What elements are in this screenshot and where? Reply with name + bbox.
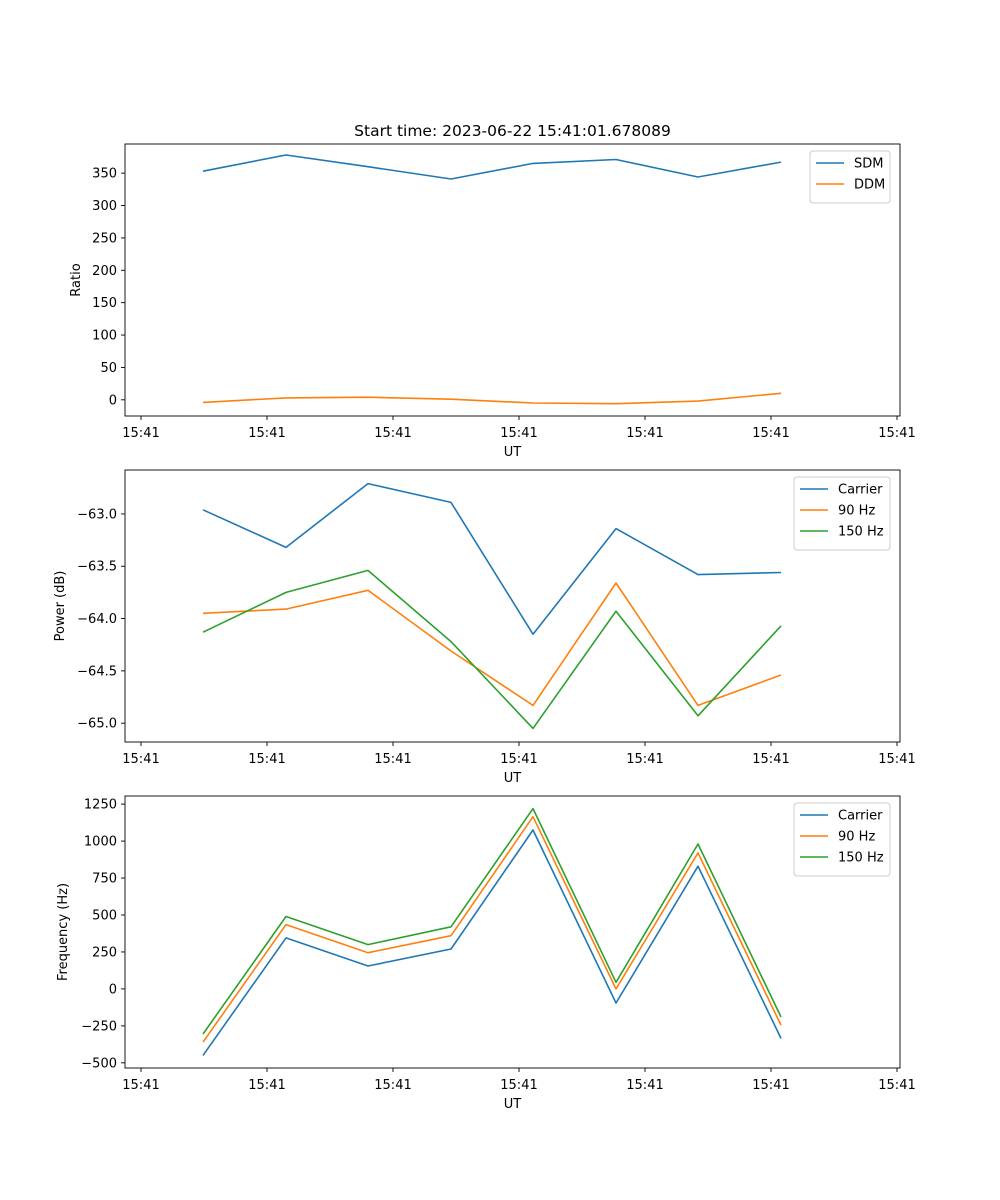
- y-tick-label: 1250: [84, 798, 117, 813]
- x-tick-label: 15:41: [626, 1078, 663, 1093]
- y-axis-label: Power (dB): [53, 571, 68, 642]
- x-tick-label: 15:41: [248, 1078, 285, 1093]
- y-tick-label: −64.5: [77, 664, 117, 679]
- y-tick-label: 250: [92, 945, 117, 960]
- y-tick-label: 0: [109, 982, 117, 997]
- legend-label: 150 Hz: [838, 851, 884, 866]
- legend-label: Carrier: [838, 809, 883, 824]
- y-tick-label: −64.0: [77, 612, 117, 627]
- axes-frame: [124, 143, 901, 417]
- ratio-panel: Start time: 2023-06-22 15:41:01.678089 U…: [69, 122, 916, 460]
- x-tick-label: 15:41: [122, 426, 159, 441]
- x-tick-label: 15:41: [878, 426, 915, 441]
- series-line-3: [202, 569, 782, 730]
- frequency-panel: UT Frequency (Hz) 15:41 15:41 15:41 15:41 15…: [56, 795, 916, 1112]
- x-tick-label: 15:41: [374, 426, 411, 441]
- y-tick-label: 200: [92, 264, 117, 279]
- chart-title: Start time: 2023-06-22 15:41:01.678089: [354, 122, 671, 140]
- legend: Carrier 90 Hz 150 Hz: [793, 476, 891, 551]
- y-tick-label: 350: [92, 167, 117, 182]
- x-tick-label: 15:41: [500, 426, 537, 441]
- y-tick-label: −500: [81, 1056, 117, 1071]
- x-tick-label: 15:41: [248, 426, 285, 441]
- y-tick-label: 300: [92, 199, 117, 214]
- x-tick-label: 15:41: [500, 752, 537, 767]
- x-axis-label: UT: [504, 445, 522, 460]
- y-tick-label: −63.5: [77, 560, 117, 575]
- legend-label: Carrier: [838, 483, 883, 498]
- x-tick-label: 15:41: [752, 1078, 789, 1093]
- x-tick-label: 15:41: [122, 1078, 159, 1093]
- y-tick-label: 0: [109, 393, 117, 408]
- axes-frame: [124, 469, 901, 743]
- series-line-1: [202, 829, 782, 1056]
- y-axis-label: Ratio: [69, 263, 84, 296]
- axes-frame: [124, 795, 901, 1069]
- x-tick-label: 15:41: [626, 426, 663, 441]
- y-tick-label: 50: [100, 361, 117, 376]
- x-tick-label: 15:41: [878, 752, 915, 767]
- x-tick-label: 15:41: [374, 752, 411, 767]
- legend-label: SDM: [854, 157, 883, 172]
- series-line-1: [202, 482, 782, 636]
- legend-label: 90 Hz: [838, 830, 875, 845]
- series-line-2: [202, 392, 782, 405]
- series-line-1: [202, 154, 782, 180]
- legend-box: [809, 150, 891, 204]
- y-tick-label: 750: [92, 872, 117, 887]
- x-tick-label: 15:41: [878, 1078, 915, 1093]
- x-tick-label: 15:41: [122, 752, 159, 767]
- x-tick-label: 15:41: [626, 752, 663, 767]
- series-line-2: [202, 815, 782, 1043]
- y-tick-label: 1000: [84, 835, 117, 850]
- legend-label: DDM: [854, 178, 885, 193]
- x-tick-label: 15:41: [752, 752, 789, 767]
- x-axis-label: UT: [504, 1097, 522, 1112]
- x-tick-label: 15:41: [500, 1078, 537, 1093]
- legend-label: 150 Hz: [838, 525, 884, 540]
- legend: SDM DDM: [809, 150, 891, 204]
- power-panel: UT Power (dB) 15:41 15:41 15:41 15:41 15:41 1…: [53, 469, 916, 786]
- y-tick-label: 150: [92, 296, 117, 311]
- y-tick-label: −65.0: [77, 717, 117, 732]
- x-tick-label: 15:41: [248, 752, 285, 767]
- y-tick-label: −63.0: [77, 507, 117, 522]
- y-axis-label: Frequency (Hz): [56, 883, 71, 981]
- x-tick-label: 15:41: [374, 1078, 411, 1093]
- y-tick-label: 500: [92, 909, 117, 924]
- series-line-2: [202, 582, 782, 707]
- x-axis-label: UT: [504, 771, 522, 786]
- y-tick-label: 250: [92, 231, 117, 246]
- y-tick-label: 100: [92, 329, 117, 344]
- legend-label: 90 Hz: [838, 504, 875, 519]
- legend: Carrier 90 Hz 150 Hz: [793, 802, 891, 877]
- x-tick-label: 15:41: [752, 426, 789, 441]
- y-tick-label: −250: [81, 1019, 117, 1034]
- series-line-3: [202, 807, 782, 1035]
